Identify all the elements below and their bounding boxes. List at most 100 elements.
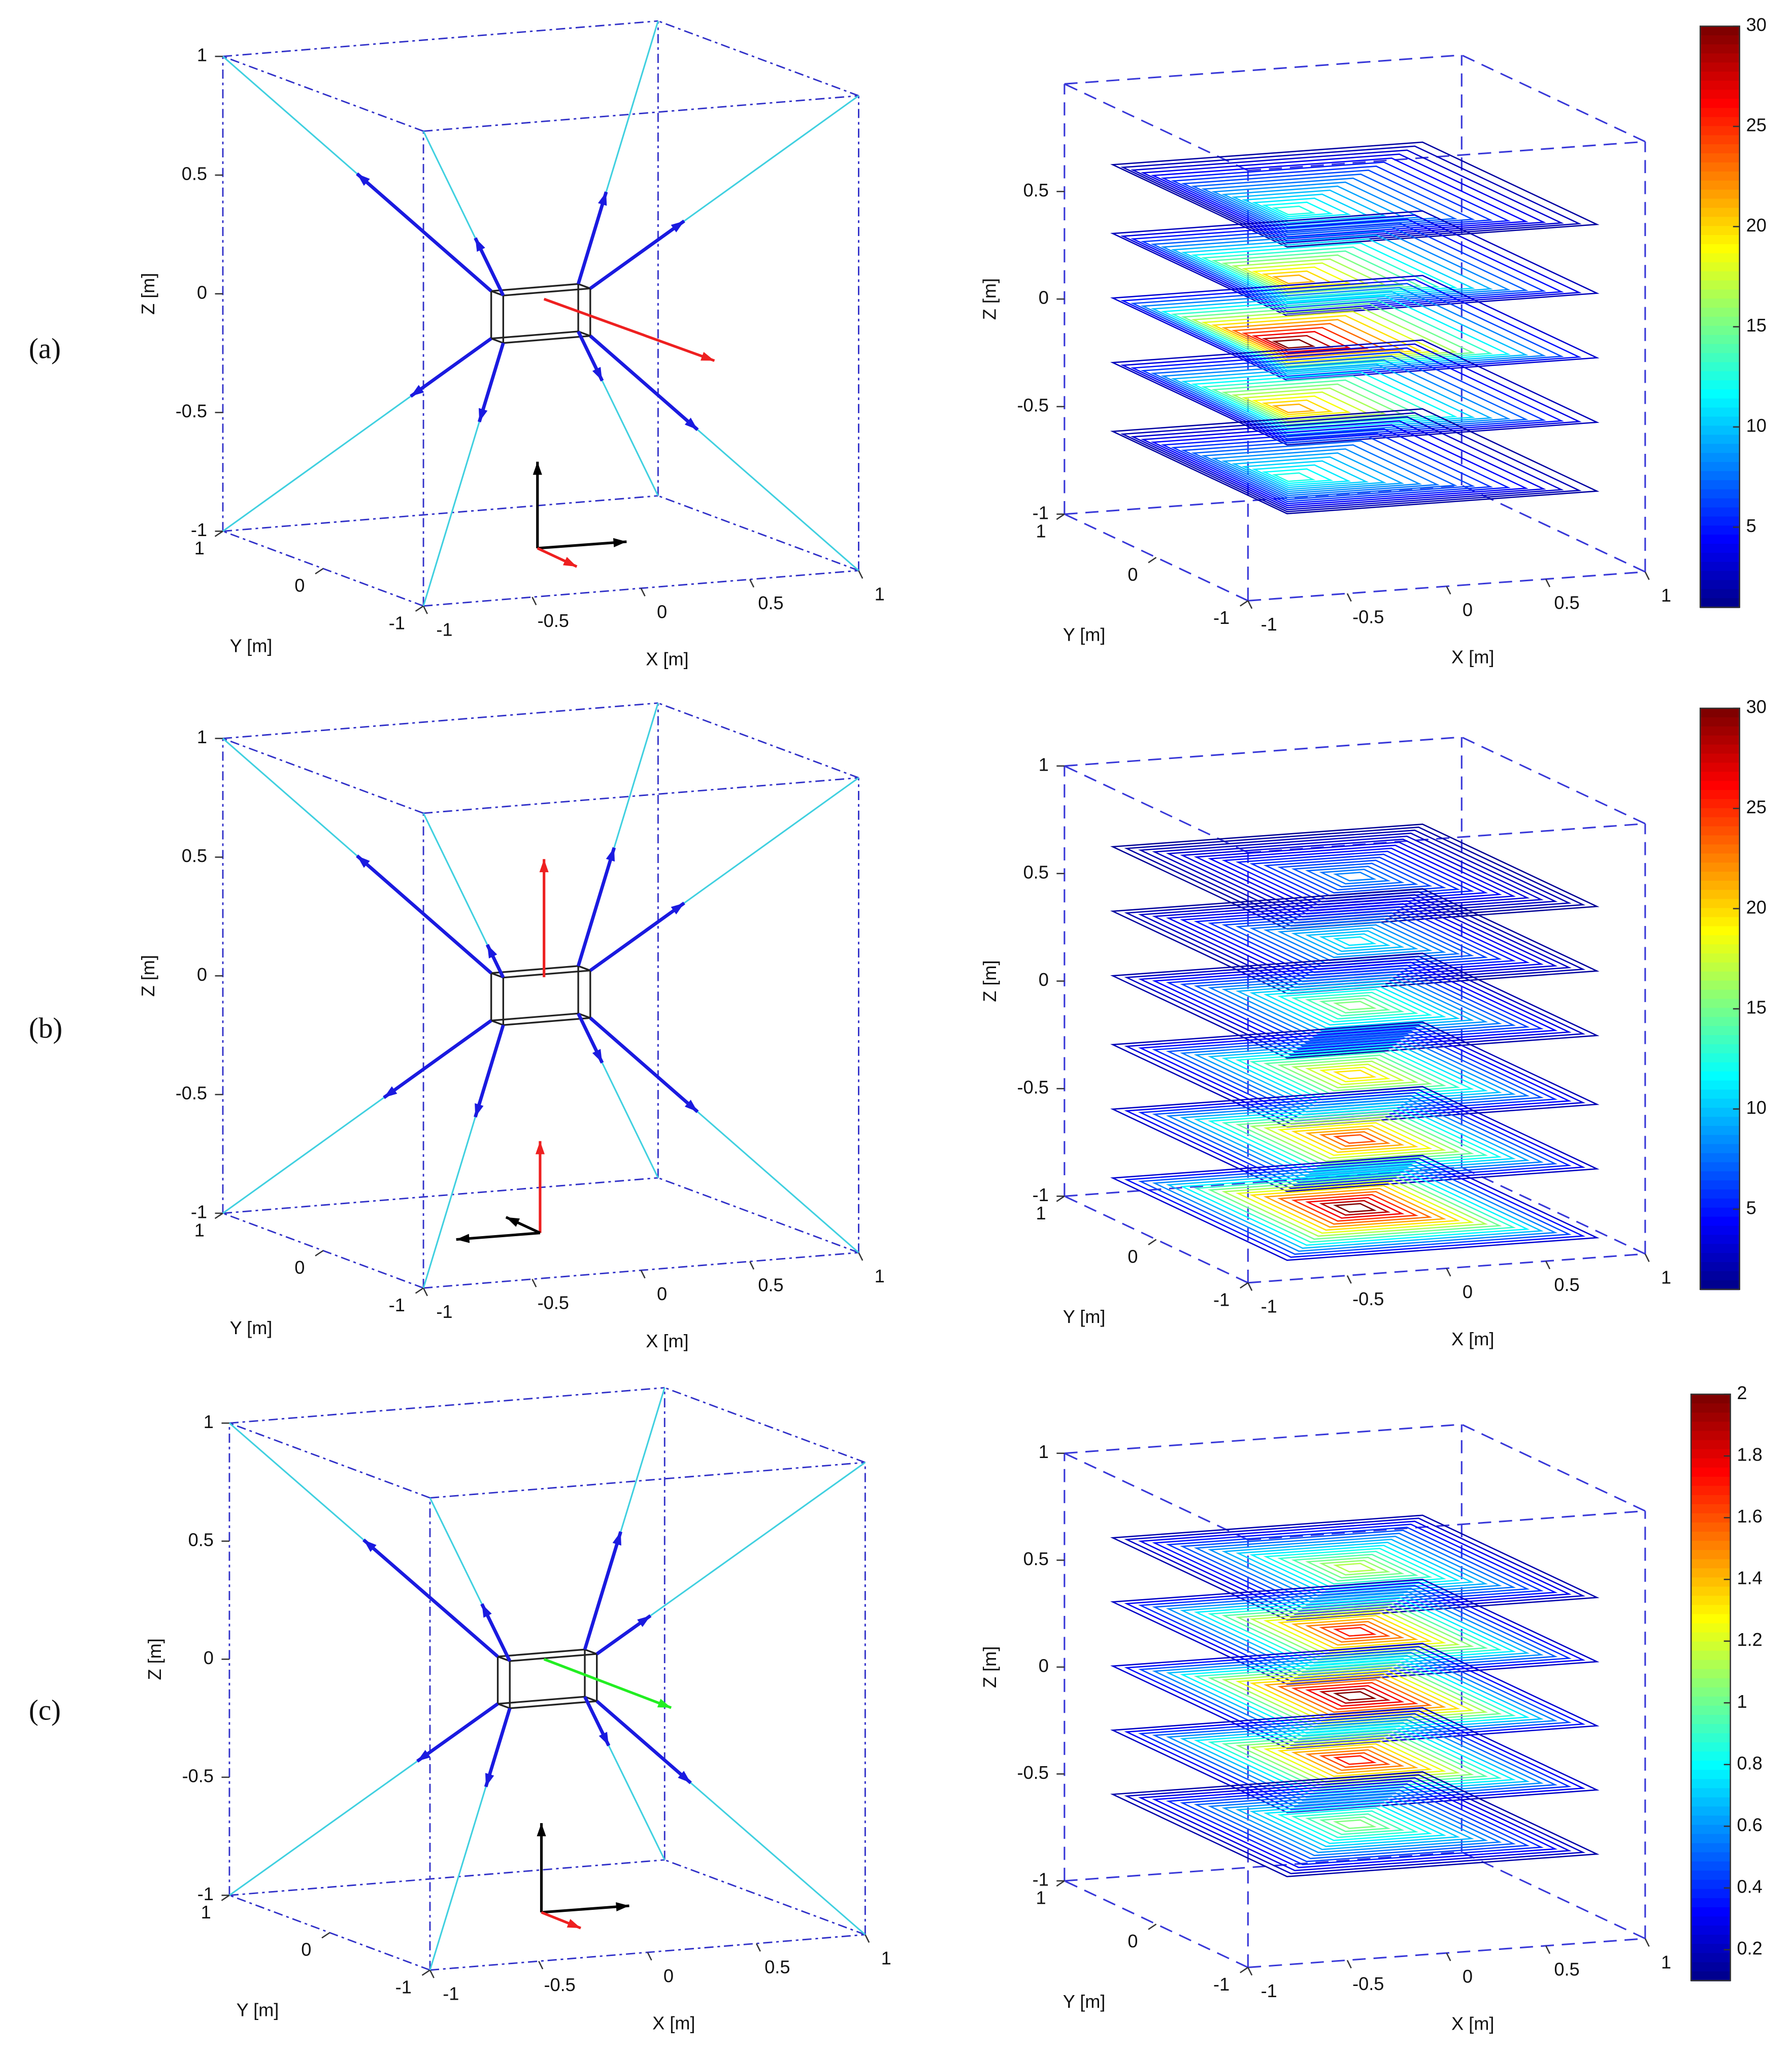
y-tick bbox=[214, 1212, 223, 1219]
contour-line bbox=[1291, 927, 1419, 955]
arrow-shaft bbox=[383, 1019, 492, 1099]
contour-line bbox=[1305, 866, 1405, 888]
colorbar-cell bbox=[1700, 525, 1740, 536]
contour-line bbox=[1272, 403, 1316, 413]
contour-line bbox=[1221, 452, 1405, 492]
arrow-shaft bbox=[589, 335, 699, 432]
contour-line bbox=[1181, 436, 1476, 501]
arrow-shaft bbox=[456, 1232, 541, 1241]
contour-line bbox=[1138, 1713, 1572, 1807]
colorbar-tick-label: 1 bbox=[1737, 1691, 1747, 1712]
contour-line bbox=[1319, 1200, 1391, 1216]
arrow-shaft bbox=[595, 1700, 692, 1784]
contour-line bbox=[1124, 1024, 1586, 1125]
colorbar-cell bbox=[1691, 1660, 1731, 1670]
x-tick-label: 1 bbox=[875, 584, 885, 605]
contour-line bbox=[1241, 460, 1369, 488]
y-tick-label: 0 bbox=[1127, 564, 1138, 585]
colorbar-cell bbox=[1700, 1035, 1740, 1045]
colorbar-cell bbox=[1691, 1724, 1731, 1734]
colorbar-cell bbox=[1700, 425, 1740, 436]
arrow-head bbox=[598, 192, 607, 206]
contour-line bbox=[1193, 971, 1516, 1041]
contour-line bbox=[1201, 375, 1440, 427]
colorbar-cell bbox=[1700, 1135, 1740, 1145]
colorbar-cell bbox=[1700, 1017, 1740, 1027]
box-edge bbox=[1064, 1195, 1249, 1284]
colorbar-cell bbox=[1700, 790, 1740, 800]
z-tick-label: -0.5 bbox=[1017, 1077, 1049, 1098]
contour-line bbox=[1160, 294, 1511, 371]
contour-line bbox=[1138, 1161, 1572, 1255]
contour-line bbox=[1291, 1682, 1419, 1710]
box-edge bbox=[429, 1934, 866, 1971]
colorbar-cell bbox=[1700, 299, 1740, 309]
colorbar-cell bbox=[1691, 1834, 1731, 1844]
x-tick-label: 0.5 bbox=[1554, 1959, 1579, 1979]
contour-line bbox=[1130, 416, 1564, 511]
colorbar-tick-label: 1.2 bbox=[1737, 1629, 1763, 1650]
y-tick-label: 1 bbox=[1036, 521, 1046, 542]
contour-line bbox=[1138, 1649, 1572, 1743]
contour-line bbox=[1110, 1154, 1600, 1261]
contour-line bbox=[1110, 1086, 1600, 1192]
colorbar-cell bbox=[1700, 799, 1740, 809]
x-axis-label: X [m] bbox=[1451, 2013, 1494, 2034]
arrow-shaft bbox=[543, 1658, 672, 1709]
contour-line bbox=[1120, 279, 1582, 379]
contour-line bbox=[1191, 242, 1458, 301]
colorbar-cell bbox=[1700, 1207, 1740, 1218]
colorbar-cell bbox=[1700, 1008, 1740, 1018]
contour-line bbox=[1166, 1783, 1544, 1866]
contour-line bbox=[1277, 924, 1433, 958]
contour-line bbox=[1235, 1606, 1474, 1658]
z-tick-label: 0.5 bbox=[1023, 862, 1049, 882]
colorbar-cell bbox=[1691, 1596, 1731, 1606]
z-tick-label: -0.5 bbox=[182, 1765, 214, 1786]
contour-line bbox=[1150, 355, 1529, 438]
box-edge bbox=[1461, 1167, 1646, 1255]
contour-line bbox=[1207, 1042, 1502, 1107]
contour-line bbox=[1262, 468, 1334, 484]
colorbar-cell bbox=[1700, 1071, 1740, 1081]
arrow-head bbox=[637, 1615, 651, 1627]
contour-line bbox=[1235, 915, 1474, 967]
contour-line bbox=[1249, 1051, 1461, 1098]
box-edge bbox=[1248, 822, 1645, 853]
contour-line bbox=[1171, 363, 1494, 434]
panel-label: (c) bbox=[29, 1694, 61, 1726]
colorbar-cell bbox=[1691, 1696, 1731, 1707]
box-edge bbox=[1461, 54, 1646, 143]
y-tick-label: 1 bbox=[1036, 1203, 1046, 1223]
y-tick-label: -1 bbox=[1213, 1289, 1230, 1310]
contour-line bbox=[1207, 1664, 1502, 1728]
contour-line bbox=[1249, 1801, 1461, 1847]
x-tick-label: -0.5 bbox=[1352, 607, 1384, 627]
contour-line bbox=[1272, 206, 1316, 216]
contour-line bbox=[1221, 1795, 1488, 1853]
colorbar-tick-label: 30 bbox=[1746, 14, 1767, 35]
y-axis-label: Y [m] bbox=[230, 1317, 273, 1338]
arrow-shaft bbox=[356, 172, 492, 292]
x-tick-label: 1 bbox=[881, 1948, 891, 1969]
y-tick-label: -1 bbox=[1213, 1974, 1230, 1995]
colorbar-cell bbox=[1691, 1458, 1731, 1469]
colorbar-cell bbox=[1691, 1485, 1731, 1496]
colorbar-cell bbox=[1700, 389, 1740, 400]
contour-line bbox=[1166, 900, 1544, 982]
colorbar-cell bbox=[1700, 162, 1740, 173]
box-edge bbox=[657, 495, 859, 572]
colorbar-cell bbox=[1700, 180, 1740, 191]
z-axis-label: Z [m] bbox=[144, 1638, 165, 1680]
arrow-shaft bbox=[589, 219, 685, 290]
colorbar-cell bbox=[1700, 772, 1740, 782]
colorbar-cell bbox=[1700, 198, 1740, 209]
arrow-head bbox=[613, 538, 627, 547]
contour-line bbox=[1333, 1203, 1377, 1213]
contour-line bbox=[1291, 991, 1419, 1020]
x-tick-label: -0.5 bbox=[1352, 1288, 1384, 1309]
colorbar-cell bbox=[1700, 808, 1740, 818]
colorbar-tick-label: 0.4 bbox=[1737, 1876, 1763, 1897]
contour-line bbox=[1110, 141, 1600, 248]
contour-line bbox=[1110, 1514, 1600, 1621]
